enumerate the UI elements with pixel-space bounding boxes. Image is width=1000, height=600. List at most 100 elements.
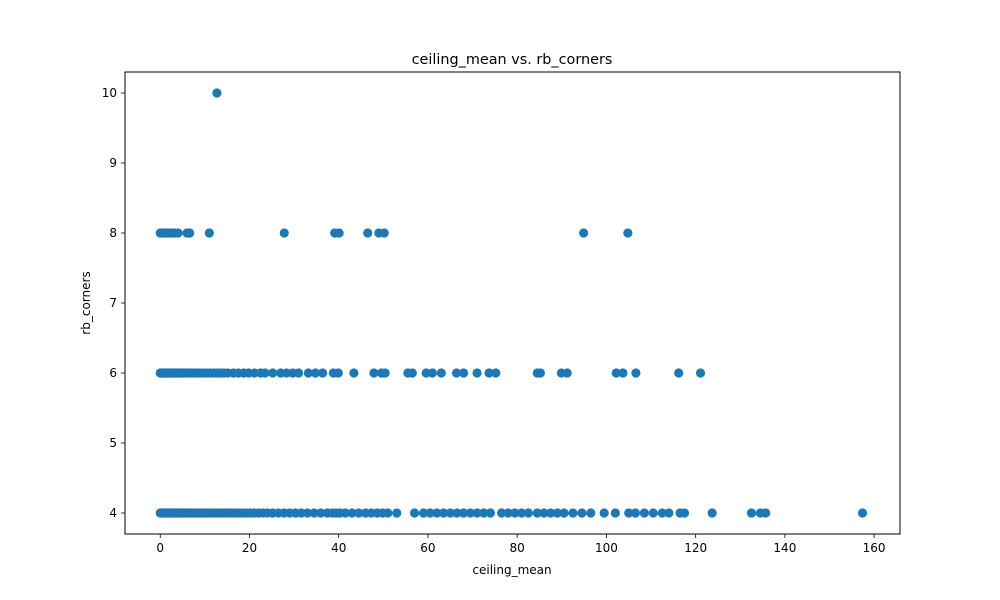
data-point: [599, 508, 609, 518]
data-point: [438, 508, 449, 518]
data-point: [409, 508, 420, 518]
data-point: [472, 368, 482, 378]
data-point: [674, 368, 684, 378]
data-point: [436, 368, 446, 378]
x-tick-label: 120: [684, 541, 707, 555]
chart-title: ceiling_mean vs. rb_corners: [412, 52, 613, 68]
y-axis-ticks: 4 5 6 7 8 9 10: [102, 86, 125, 520]
data-point: [340, 508, 351, 518]
data-point: [309, 508, 319, 518]
data-point: [562, 368, 572, 378]
data-point: [623, 228, 633, 238]
x-tick-label: 0: [156, 541, 164, 555]
data-point: [452, 508, 462, 518]
data-point: [316, 508, 326, 518]
data-point: [418, 508, 429, 518]
data-point: [539, 508, 549, 518]
data-point: [510, 508, 520, 518]
data-point: [761, 508, 771, 518]
data-point: [318, 368, 328, 378]
data-point: [610, 508, 620, 518]
data-point: [204, 228, 214, 238]
data-point: [425, 508, 435, 518]
data-point: [333, 368, 343, 378]
data-point: [363, 228, 373, 238]
data-point: [611, 368, 621, 378]
x-tick-label: 160: [863, 541, 886, 555]
y-tick-label: 10: [102, 86, 117, 100]
data-point: [631, 368, 641, 378]
x-tick-label: 40: [331, 541, 346, 555]
data-point: [347, 508, 357, 518]
data-point: [302, 508, 313, 518]
data-point: [445, 508, 455, 518]
data-point: [648, 508, 658, 518]
data-point: [459, 368, 469, 378]
x-tick-label: 20: [242, 541, 257, 555]
data-point: [407, 368, 417, 378]
data-point: [664, 508, 674, 518]
data-point: [383, 508, 393, 518]
data-point: [679, 508, 690, 518]
data-point: [568, 508, 578, 518]
data-point: [491, 368, 501, 378]
data-point: [173, 228, 183, 238]
data-point: [695, 368, 706, 378]
data-point: [369, 368, 379, 378]
data-point: [630, 508, 641, 518]
data-point: [212, 88, 222, 98]
data-point: [451, 368, 462, 378]
data-point: [639, 508, 649, 518]
data-point: [380, 368, 390, 378]
data-point: [535, 368, 545, 378]
data-point: [485, 508, 496, 518]
data-point: [618, 368, 628, 378]
data-point: [479, 508, 489, 518]
data-point: [496, 508, 507, 518]
data-point: [459, 508, 469, 518]
data-point: [552, 508, 562, 518]
y-tick-label: 5: [109, 436, 117, 450]
data-point: [517, 508, 527, 518]
data-point: [624, 508, 634, 518]
data-point: [472, 508, 482, 518]
data-point: [432, 508, 442, 518]
y-tick-label: 8: [109, 226, 117, 240]
data-point: [392, 508, 402, 518]
x-tick-label: 140: [773, 541, 796, 555]
data-point: [586, 508, 596, 518]
data-point: [310, 368, 321, 378]
x-axis-label: ceiling_mean: [472, 563, 551, 577]
data-point: [657, 508, 667, 518]
data-point: [379, 228, 389, 238]
plot-area-frame: [124, 71, 901, 535]
data-point: [268, 368, 278, 378]
x-tick-label: 60: [420, 541, 435, 555]
data-point: [354, 508, 364, 518]
data-point: [857, 508, 868, 518]
data-points: [155, 88, 868, 518]
x-axis-ticks: 0 20 40 60 80 100 120 140 160: [156, 534, 886, 555]
data-point: [579, 228, 589, 238]
data-point: [303, 368, 313, 378]
y-tick-label: 4: [109, 506, 117, 520]
data-point: [484, 368, 494, 378]
data-point: [293, 368, 304, 378]
x-tick-label: 100: [595, 541, 618, 555]
y-tick-label: 7: [109, 296, 117, 310]
y-tick-label: 6: [109, 366, 117, 380]
data-point: [349, 368, 359, 378]
data-point: [465, 508, 475, 518]
x-tick-label: 80: [510, 541, 525, 555]
data-point: [503, 508, 513, 518]
data-point: [577, 508, 587, 518]
data-point: [334, 228, 344, 238]
data-point: [707, 508, 717, 518]
y-axis-label: rb_corners: [79, 271, 93, 334]
data-point: [559, 508, 569, 518]
data-point: [523, 508, 533, 518]
data-point: [185, 228, 195, 238]
data-point: [746, 508, 757, 518]
